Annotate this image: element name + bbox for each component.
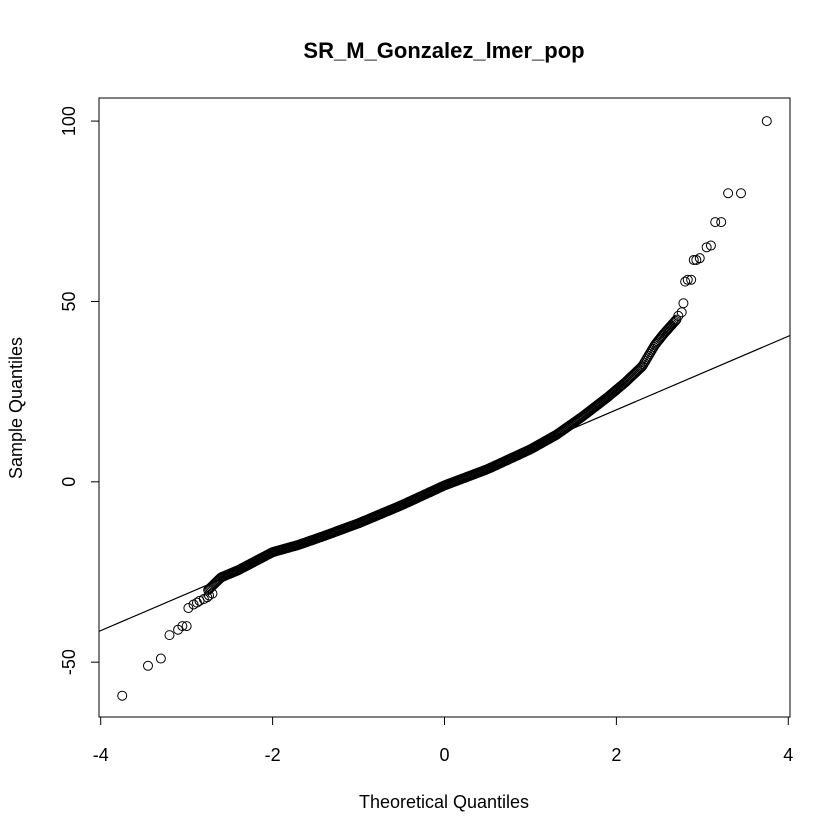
sample-point <box>181 621 192 632</box>
y-axis-label: Sample Quantiles <box>6 337 26 479</box>
sample-point <box>177 621 188 632</box>
y-tick-label: -50 <box>59 649 79 675</box>
y-tick-label: 50 <box>59 291 79 311</box>
sample-point <box>694 253 705 264</box>
sample-point <box>710 217 721 228</box>
sample-point <box>207 588 218 599</box>
sample-point <box>142 660 153 671</box>
sample-point <box>164 630 175 641</box>
sample-point <box>688 254 699 265</box>
y-axis: -50 0 50 100 <box>59 106 100 675</box>
sample-point <box>736 188 747 199</box>
sample-point <box>682 274 693 285</box>
sample-point <box>673 310 684 321</box>
sample-point <box>183 603 194 614</box>
x-tick-label: 4 <box>783 745 793 765</box>
x-tick-label: -2 <box>265 745 281 765</box>
y-tick-label: 0 <box>59 477 79 487</box>
sample-point <box>723 188 734 199</box>
sample-point <box>155 653 166 664</box>
x-axis: -4 -2 0 2 4 <box>93 716 793 765</box>
sample-point <box>202 592 213 603</box>
sample-point <box>117 690 128 701</box>
sample-point <box>670 315 681 326</box>
sample-point <box>678 298 689 309</box>
y-tick-label: 100 <box>59 106 79 136</box>
x-tick-label: 2 <box>611 745 621 765</box>
sample-point <box>701 242 712 253</box>
sample-point <box>686 274 697 285</box>
x-axis-label: Theoretical Quantiles <box>359 792 529 812</box>
sample-points <box>117 116 772 701</box>
chart-title: SR_M_Gonzalez_lmer_pop <box>303 38 584 63</box>
sample-point <box>668 318 679 329</box>
sample-point <box>680 276 691 287</box>
sample-point <box>705 240 716 251</box>
x-tick-label: -4 <box>93 745 109 765</box>
sample-point <box>716 217 727 228</box>
sample-point <box>761 116 772 127</box>
x-tick-label: 0 <box>439 745 449 765</box>
